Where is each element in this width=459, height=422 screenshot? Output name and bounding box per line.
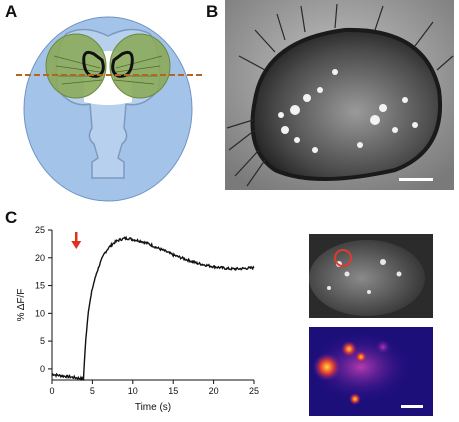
x-tick-label: 20 — [209, 386, 219, 396]
micrograph-roi — [309, 234, 433, 318]
y-tick-label: 10 — [35, 308, 45, 318]
y-tick-label: 0 — [40, 364, 45, 374]
stimulus-arrow — [71, 232, 82, 249]
y-tick-label: 5 — [40, 336, 45, 346]
panel-label-a: A — [5, 2, 18, 21]
scale-bar — [399, 178, 433, 181]
chart-axes — [51, 230, 254, 381]
x-tick-label: 25 — [249, 386, 259, 396]
x-tick-label: 10 — [128, 386, 138, 396]
panel-label-c: C — [5, 208, 18, 227]
scale-bar — [401, 405, 423, 408]
hairs — [226, 3, 454, 187]
head-schematic — [16, 16, 202, 202]
antennal-lobe-left — [45, 33, 107, 99]
micrograph-pseudocolor — [309, 327, 433, 416]
x-tick-label: 5 — [90, 386, 95, 396]
x-axis-label: Time (s) — [135, 402, 171, 413]
micrograph-grayscale — [225, 0, 454, 190]
tissue-section — [250, 27, 442, 181]
antennal-lobe-right — [109, 33, 171, 99]
series-line — [52, 235, 255, 382]
y-tick-label: 25 — [35, 225, 45, 235]
y-tick-label: 20 — [35, 253, 45, 263]
roi-circle — [334, 249, 352, 267]
y-axis-label: % ΔF/F — [16, 289, 27, 322]
x-tick-label: 15 — [168, 386, 178, 396]
panel-label-b: B — [206, 2, 219, 21]
fluorescent-cells — [278, 69, 418, 153]
trace-chart: 0 5 10 15 20 25 0 5 10 15 20 25 % ΔF/F Time (s) — [16, 225, 259, 413]
y-tick-label: 15 — [35, 281, 45, 291]
x-tick-label: 0 — [49, 386, 54, 396]
neuropil-lines — [53, 55, 163, 85]
